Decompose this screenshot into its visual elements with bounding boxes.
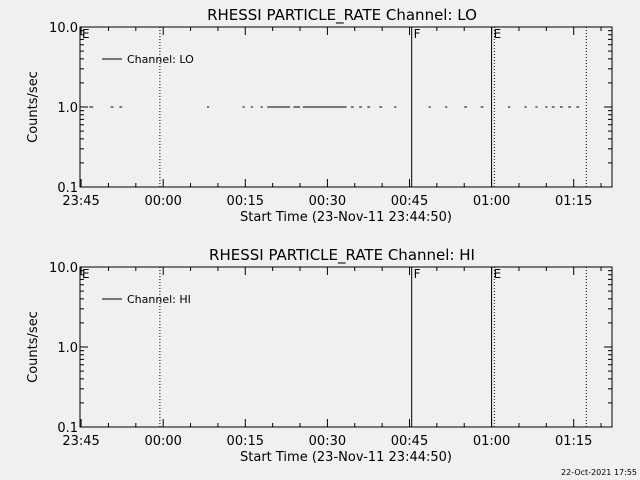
x-tick-label: 23:45 (62, 434, 99, 449)
y-axis-label: Counts/sec (26, 71, 41, 143)
y-axis-label: Counts/sec (26, 311, 41, 383)
legend-entry: Channel: HI (127, 293, 191, 306)
x-tick-label: 00:15 (227, 194, 264, 209)
x-axis-label: Start Time (23-Nov-11 23:44:50) (240, 210, 452, 225)
y-tick-label: 0.1 (57, 181, 78, 196)
x-tick-label: 00:00 (144, 434, 181, 449)
x-tick-label: 00:45 (391, 434, 428, 449)
x-tick-label: 00:30 (309, 194, 346, 209)
x-tick-label: 00:15 (227, 434, 264, 449)
y-tick-label: 0.1 (57, 421, 78, 436)
event-marker-label: F (414, 267, 421, 281)
x-tick-label: 01:00 (473, 194, 510, 209)
event-marker-label: E (82, 27, 90, 41)
event-marker-label: E (494, 27, 502, 41)
y-tick-label: 1.0 (57, 341, 78, 356)
footer-timestamp: 22-Oct-2021 17:55 (561, 468, 637, 477)
legend-entry: Channel: LO (127, 53, 194, 66)
chart-title: RHESSI PARTICLE_RATE Channel: LO (207, 6, 477, 25)
x-axis-label: Start Time (23-Nov-11 23:44:50) (240, 450, 452, 465)
x-tick-label: 00:45 (391, 194, 428, 209)
x-tick-label: 01:15 (555, 434, 592, 449)
x-tick-label: 01:00 (473, 434, 510, 449)
y-tick-label: 1.0 (57, 101, 78, 116)
y-tick-label: 10.0 (49, 261, 78, 276)
event-marker-label: E (82, 267, 90, 281)
x-tick-label: 23:45 (62, 194, 99, 209)
event-marker-label: F (414, 27, 421, 41)
x-tick-label: 00:30 (309, 434, 346, 449)
chart-title: RHESSI PARTICLE_RATE Channel: HI (209, 246, 475, 265)
x-tick-label: 01:15 (555, 194, 592, 209)
y-tick-label: 10.0 (49, 21, 78, 36)
event-marker-label: E (494, 267, 502, 281)
x-tick-label: 00:00 (144, 194, 181, 209)
